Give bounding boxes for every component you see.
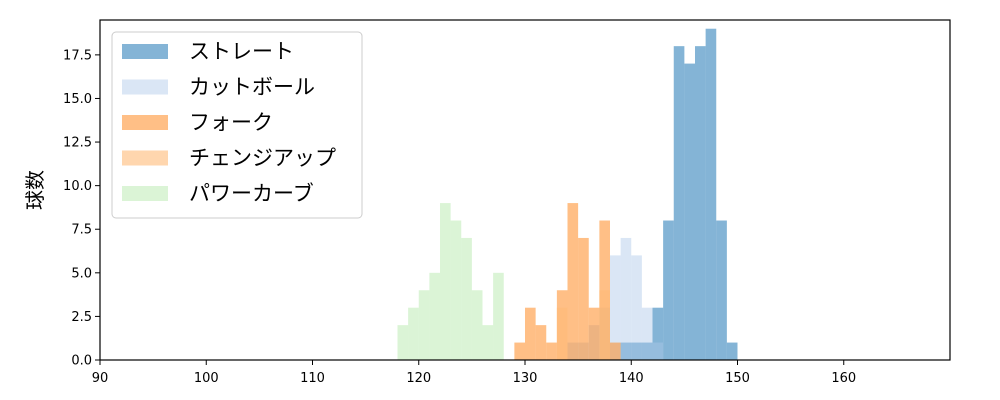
x-tick-label: 100 <box>194 371 219 386</box>
y-axis-label: 球数 <box>23 170 47 210</box>
bar-series-2 <box>525 307 536 360</box>
y-tick-label: 10.0 <box>63 179 92 194</box>
bar-series-0 <box>726 342 738 360</box>
bar-series-2 <box>610 342 621 360</box>
bar-series-0 <box>705 28 717 360</box>
bar-series-0 <box>716 220 727 360</box>
bar-series-0 <box>631 342 642 360</box>
bar-series-0 <box>641 342 653 360</box>
legend-swatch <box>122 115 168 130</box>
bar-series-1 <box>631 255 642 360</box>
bar-series-2 <box>514 342 525 360</box>
bar-series-0 <box>695 46 706 361</box>
y-axis: 0.0 2.5 5.0 7.5 10.0 12.5 15.0 17.5 <box>63 48 100 369</box>
bar-series-4 <box>482 325 494 360</box>
bar-series-0 <box>663 220 674 360</box>
bar-series-1 <box>641 307 653 360</box>
bar-series-0 <box>652 307 664 360</box>
bar-series-2 <box>535 325 547 360</box>
x-tick-label: 160 <box>831 371 856 386</box>
x-tick-label: 150 <box>725 371 750 386</box>
bar-series-4 <box>450 220 462 360</box>
x-tick-label: 140 <box>619 371 644 386</box>
x-axis: 90 100 110 120 130 140 150 160 <box>92 360 856 386</box>
y-tick-label: 0.0 <box>71 354 92 369</box>
legend-swatch <box>122 44 168 59</box>
legend-label: チェンジアップ <box>189 146 336 170</box>
bar-series-0 <box>673 46 685 361</box>
bars-layer <box>397 28 738 361</box>
y-tick-label: 7.5 <box>71 223 92 238</box>
y-tick-label: 15.0 <box>63 92 92 107</box>
legend-swatch <box>122 79 168 95</box>
y-tick-label: 5.0 <box>71 266 92 281</box>
y-tick-label: 12.5 <box>63 136 92 151</box>
x-tick-label: 110 <box>300 371 325 386</box>
bar-series-2 <box>546 342 557 360</box>
legend-label: ストレート <box>189 40 294 64</box>
bar-series-4 <box>408 307 419 360</box>
bar-series-1 <box>610 255 621 360</box>
bar-series-4 <box>493 272 504 360</box>
x-tick-label: 90 <box>92 371 109 386</box>
bar-series-4 <box>429 272 440 360</box>
legend-swatch <box>122 186 168 201</box>
legend-label: パワーカーブ <box>189 182 314 206</box>
bar-series-1 <box>652 342 664 360</box>
legend-box <box>111 31 363 219</box>
y-tick-label: 17.5 <box>63 48 92 63</box>
bar-series-4 <box>461 237 472 360</box>
bar-series-4 <box>418 290 430 360</box>
bar-series-0 <box>684 63 695 360</box>
legend-label: フォーク <box>189 111 273 135</box>
bar-series-2 <box>588 307 600 360</box>
legend-label: カットボール <box>189 75 315 99</box>
bar-series-4 <box>440 203 451 360</box>
bar-series-2 <box>578 237 589 360</box>
bar-series-3 <box>599 290 610 360</box>
legend-swatch <box>122 150 168 166</box>
bar-series-2 <box>567 203 579 360</box>
bar-series-3 <box>556 307 568 360</box>
bar-series-4 <box>397 325 409 360</box>
x-tick-label: 120 <box>406 371 431 386</box>
bar-series-4 <box>471 290 483 360</box>
bar-series-0 <box>620 342 632 360</box>
y-tick-label: 2.5 <box>71 310 92 325</box>
bar-series-1 <box>620 237 632 360</box>
x-tick-label: 130 <box>513 371 538 386</box>
